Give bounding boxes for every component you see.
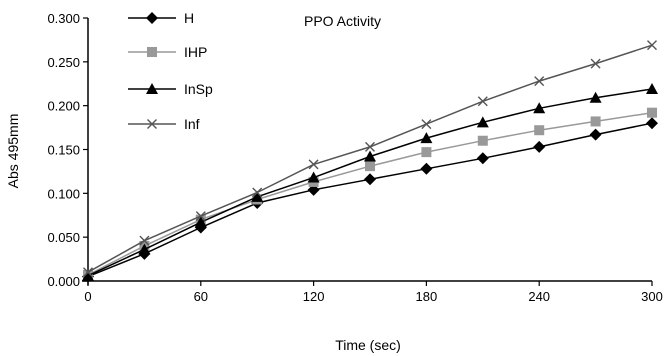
data-point — [534, 76, 545, 87]
data-point — [589, 128, 602, 141]
legend-marker — [147, 47, 157, 57]
series-line — [87, 111, 653, 276]
series-layer — [82, 40, 658, 283]
legend: H IHP InSp Inf — [128, 10, 213, 132]
data-point — [590, 58, 601, 69]
data-point — [364, 173, 376, 186]
series-inf — [83, 40, 657, 278]
data-point — [590, 116, 601, 127]
data-point — [646, 83, 658, 95]
y-tick-label: 0.250 — [47, 55, 80, 70]
legend-label: H — [184, 10, 194, 26]
x-tick-label: 240 — [528, 289, 550, 304]
data-point — [477, 135, 488, 146]
data-point — [421, 119, 432, 130]
axes: 0.000 0.050 0.100 0.150 0.200 0.250 0.300 0 60 12… — [47, 11, 662, 304]
y-axis-title: Abs 495mm — [5, 114, 21, 189]
data-point — [476, 152, 489, 165]
legend-marker — [146, 12, 158, 24]
data-point — [307, 171, 320, 183]
x-tick-label: 60 — [194, 289, 208, 304]
series-ihp — [83, 107, 657, 280]
data-point — [139, 235, 150, 246]
data-point — [420, 162, 433, 175]
data-point — [477, 96, 488, 107]
data-point — [251, 190, 264, 202]
data-point — [195, 211, 206, 222]
data-point — [82, 269, 94, 281]
y-tick-label: 0.150 — [47, 143, 80, 158]
data-point — [194, 216, 207, 228]
y-tick-label: 0.100 — [47, 186, 80, 201]
data-point — [646, 117, 658, 130]
data-point — [364, 150, 376, 162]
y-tick-label: 0.200 — [47, 99, 80, 114]
x-tick-label: 180 — [416, 289, 438, 304]
data-point — [647, 107, 657, 118]
data-point — [365, 141, 375, 152]
legend-label: InSp — [184, 81, 213, 97]
data-point — [83, 267, 93, 278]
data-point — [421, 147, 432, 158]
legend-item-ihp: IHP — [128, 44, 207, 60]
legend-label: Inf — [184, 116, 200, 132]
legend-item-insp: InSp — [128, 81, 213, 97]
data-point — [533, 140, 546, 153]
data-point — [138, 243, 151, 255]
x-axis-title: Time (sec) — [335, 337, 401, 353]
data-point — [308, 159, 319, 170]
series-h — [82, 117, 658, 283]
data-point — [365, 161, 375, 172]
legend-marker — [147, 119, 157, 129]
x-tick-label: 120 — [303, 289, 325, 304]
data-point — [476, 116, 489, 128]
data-point — [533, 102, 546, 114]
legend-item-inf: Inf — [128, 116, 200, 132]
series-insp — [82, 83, 658, 281]
data-point — [589, 91, 602, 103]
legend-label: IHP — [184, 44, 207, 60]
data-point — [647, 40, 657, 51]
chart-title: PPO Activity — [304, 13, 381, 29]
data-point — [420, 132, 433, 144]
legend-marker — [146, 83, 158, 94]
data-point — [252, 187, 263, 198]
y-tick-label: 0.000 — [47, 274, 80, 289]
legend-item-h: H — [128, 10, 194, 26]
x-tick-label: 0 — [84, 289, 91, 304]
y-tick-label: 0.050 — [47, 230, 80, 245]
x-tick-label: 300 — [641, 289, 663, 304]
y-tick-label: 0.300 — [47, 11, 80, 26]
data-point — [534, 125, 545, 136]
